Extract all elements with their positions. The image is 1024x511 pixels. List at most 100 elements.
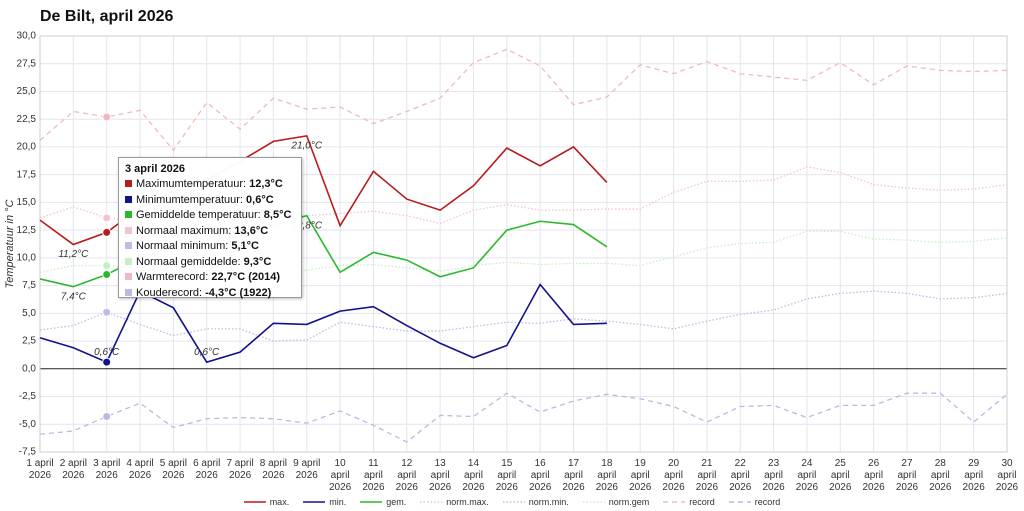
series-line [39, 48, 1008, 152]
legend-item: norm.min. [502, 497, 569, 507]
chart-title: De Bilt, april 2026 [40, 8, 174, 25]
tooltip-label: Normaal gemiddelde: [136, 255, 241, 268]
series-line [39, 392, 1008, 443]
data-label: 7,4°C [61, 291, 87, 302]
legend-swatch [243, 501, 266, 503]
hover-marker [102, 270, 112, 280]
tooltip-label: Warmterecord: [136, 271, 209, 283]
data-label: 0,6°C [194, 347, 220, 358]
y-tick-label: 7,5 [22, 280, 36, 291]
x-tick-label: 25 april 2026 [829, 458, 852, 493]
hover-marker [102, 307, 112, 317]
x-tick-label: 10 april 2026 [328, 458, 352, 493]
legend-swatch [663, 501, 686, 503]
y-tick-label: -7,5 [19, 447, 37, 458]
tooltip-swatch [125, 180, 132, 187]
tooltip-row: Normaal minimum: 5,1°C [125, 239, 301, 255]
tooltip-swatch [125, 195, 132, 203]
x-tick-label: 9 april 2026 [293, 458, 321, 481]
x-tick-label: 16 april 2026 [529, 458, 552, 493]
y-tick-label: 15,0 [17, 197, 37, 208]
y-tick-label: 10,0 [17, 253, 37, 264]
x-tick-label: 12 april 2026 [395, 458, 418, 493]
x-tick-label: 6 april 2026 [193, 458, 221, 481]
y-tick-label: -2,5 [19, 391, 37, 402]
tooltip-value: 13,6°C [234, 224, 269, 237]
x-tick-label: 13 april 2026 [429, 458, 452, 493]
y-axis-label: Temperatuur in °C [4, 199, 16, 288]
legend-label: min. [329, 497, 347, 507]
x-tick-label: 8 april 2026 [259, 458, 288, 481]
legend-swatch [360, 501, 383, 503]
tooltip-swatch [125, 242, 132, 249]
x-tick-label: 17 april 2026 [562, 458, 585, 493]
tooltip-swatch [125, 288, 132, 296]
x-tick-label: 24 april 2026 [795, 458, 819, 493]
x-tick-label: 7 april 2026 [226, 458, 254, 481]
tooltip-value: 9,3°C [243, 255, 272, 268]
x-tick-label: 26 april 2026 [862, 458, 885, 493]
data-label: 21,0°C [290, 140, 322, 151]
y-tick-label: 5,0 [22, 308, 36, 319]
tooltip-swatch [125, 273, 132, 280]
x-tick-label: 27 april 2026 [895, 458, 919, 493]
tooltip-row: Maximumtemperatuur: 12,3°C [125, 177, 301, 193]
legend-label: norm.min. [528, 497, 569, 507]
x-tick-label: 18 april 2026 [595, 458, 618, 493]
x-tick-label: 23 april 2026 [762, 458, 785, 493]
tooltip-row: Minimumtemperatuur: 0,6°C [125, 193, 301, 209]
legend-label: record [754, 497, 781, 507]
legend-item: record [728, 497, 781, 507]
hover-marker [102, 261, 112, 271]
data-label: 13,8°C [291, 220, 322, 231]
legend-swatch [502, 501, 525, 503]
tooltip-value: -4,3°C (1922) [205, 286, 272, 299]
x-tick-label: 1 april 2026 [26, 458, 54, 481]
x-tick-label: 22 april 2026 [729, 458, 752, 493]
y-tick-label: 27,5 [17, 58, 37, 69]
tooltip-row: Kouderecord: -4,3°C (1922) [125, 286, 301, 302]
legend-label: norm.max. [446, 497, 489, 507]
hover-marker [102, 112, 112, 122]
x-tick-label: 15 april 2026 [495, 458, 518, 493]
series-line [39, 283, 607, 364]
y-tick-label: 2,5 [22, 336, 36, 347]
x-tick-label: 4 april 2026 [126, 458, 154, 481]
x-tick-label: 30 april 2026 [995, 458, 1019, 493]
y-tick-label: -5,0 [19, 419, 37, 430]
y-tick-label: 0,0 [22, 363, 36, 374]
legend-label: record [689, 497, 715, 507]
tooltip-row: Normaal maximum: 13,6°C [125, 224, 301, 240]
tooltip-swatch [125, 257, 132, 265]
data-label: 0,6°C [94, 347, 120, 358]
tooltip-label: Kouderecord: [136, 286, 203, 299]
plot-border [39, 35, 1008, 453]
y-tick-label: 20,0 [17, 142, 37, 153]
tooltip-value: 8,5°C [263, 209, 292, 221]
tooltip-swatch [125, 226, 132, 234]
legend-swatch [303, 501, 326, 503]
data-label: 11,2°C [58, 249, 89, 260]
tooltip-label: Maximumtemperatuur: [136, 178, 247, 190]
legend-item: gem. [360, 497, 406, 507]
tooltip-row: Warmterecord: 22,7°C (2014) [125, 270, 301, 286]
legend: max. min. gem. norm.max. norm.min. norm.gem re… [0, 497, 1024, 507]
legend-item: norm.max. [420, 497, 489, 507]
tooltip-value: 0,6°C [246, 193, 274, 206]
x-tick-label: 21 april 2026 [695, 458, 719, 493]
tooltip-value: 22,7°C (2014) [211, 271, 280, 283]
tooltip-value: 12,3°C [249, 178, 283, 190]
legend-item: norm.gem [582, 497, 649, 507]
y-tick-label: 30,0 [17, 31, 37, 42]
x-tick-label: 2 april 2026 [59, 458, 87, 481]
x-tick-label: 20 april 2026 [662, 458, 685, 493]
hover-marker [102, 357, 112, 367]
tooltip-swatch [125, 211, 132, 218]
tooltip-row: Gemiddelde temperatuur: 8,5°C [125, 208, 301, 224]
tooltip-label: Normaal maximum: [136, 224, 232, 237]
x-tick-label: 3 april 2026 [93, 458, 121, 481]
x-tick-label: 11 april 2026 [362, 458, 385, 493]
legend-item: min. [303, 497, 346, 507]
tooltip-title: 3 april 2026 [125, 163, 185, 175]
y-tick-label: 22,5 [17, 114, 37, 125]
